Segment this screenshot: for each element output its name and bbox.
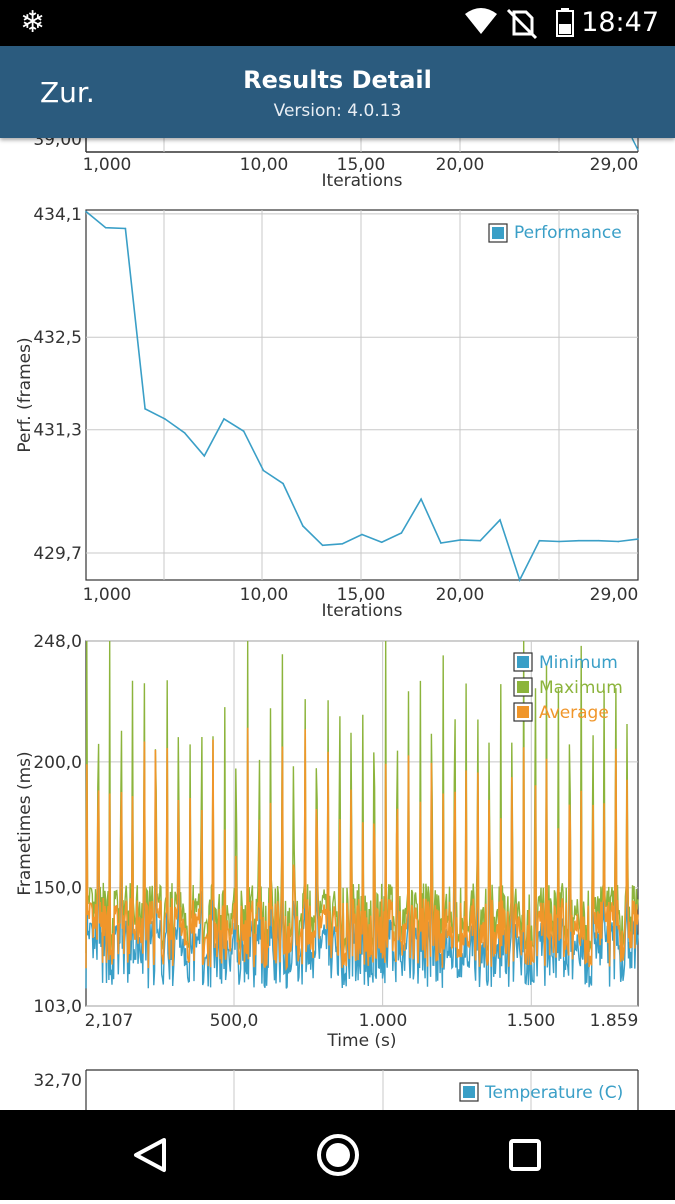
- chart2-x-tick-label: 15,00: [337, 585, 386, 605]
- chart3-legend-swatch: [517, 656, 529, 668]
- chart3-legend-minimum: Minimum: [539, 653, 618, 673]
- chart2-data-point: [144, 408, 146, 410]
- chart1-x-axis-label: Iterations: [322, 171, 403, 191]
- chart3-legend-swatch: [517, 706, 529, 718]
- chart3-x-tick-label: 500,0: [210, 1011, 259, 1031]
- chart3-x-tick-label: 1.859: [590, 1011, 639, 1031]
- chart2-x-tick-label: 29,00: [590, 585, 639, 605]
- results-content[interactable]: 1,000 10,00 15,00 20,00 29,00 Iterations 39,00…: [0, 138, 675, 1110]
- chart2-data-point: [637, 538, 639, 540]
- home-circle-icon[interactable]: [317, 1134, 359, 1176]
- status-time: 18:47: [581, 7, 659, 38]
- chart3-y-axis-label: Frametimes (ms): [15, 751, 35, 895]
- chart1-x-tick-label: 15,00: [337, 155, 386, 175]
- chart3-x-axis-label: Time (s): [326, 1031, 396, 1051]
- status-icons: [465, 8, 574, 40]
- chart2-y-tick-label: 431,3: [33, 421, 82, 441]
- chart2-data-point: [183, 432, 186, 434]
- chart2-data-point: [302, 525, 304, 527]
- chart3-series-average: [85, 727, 639, 972]
- chart2-data-point: [558, 540, 560, 543]
- chart2-data-point: [420, 498, 422, 500]
- chart3-y-tick-label: 150,0: [33, 879, 82, 899]
- chart2-y-axis-label: Perf. (frames): [15, 337, 35, 452]
- chart2-y-tick-label: 434,1: [33, 205, 82, 225]
- chart2-data-point: [203, 455, 206, 457]
- chart2-data-point: [518, 579, 521, 581]
- chart2-legend-swatch: [492, 227, 504, 239]
- chart2-data-point: [242, 430, 245, 433]
- chart2-data-point: [459, 539, 462, 541]
- chart1-x-tick-label: 1,000: [83, 155, 132, 175]
- chart3-y-tick-label: 103,0: [33, 997, 82, 1017]
- charts-canvas: 1,000 10,00 15,00 20,00 29,00 Iterations 39,00…: [15, 138, 639, 1110]
- version-subtitle: Version: 4.0.13: [273, 101, 402, 121]
- chart2-x-tick-label: 20,00: [436, 585, 485, 605]
- chart2-data-point: [361, 533, 363, 536]
- chart2-data-point: [85, 210, 87, 213]
- chart4-y-tick-label: 32,70: [33, 1071, 82, 1091]
- back-button[interactable]: Zur.: [40, 76, 95, 109]
- chart3-x-tick-label: 1.000: [359, 1011, 408, 1031]
- chart2-data-point: [400, 532, 403, 534]
- app-bar: Zur. Results Detail Version: 4.0.13: [0, 46, 675, 138]
- page-title: Results Detail: [243, 66, 432, 94]
- chart3-x-tick-label: 1.500: [507, 1011, 556, 1031]
- back-triangle-icon[interactable]: [134, 1138, 166, 1172]
- chart1-x-tick-label: 29,00: [590, 155, 639, 175]
- chart2-data-point: [617, 540, 620, 543]
- chart2-data-point: [164, 418, 166, 420]
- chart2-data-point: [321, 544, 324, 547]
- chart2-data-point: [341, 543, 344, 545]
- chart1-x-tick-label: 20,00: [436, 155, 485, 175]
- no-sim-icon: [506, 8, 538, 40]
- chart2-data-point: [440, 542, 442, 544]
- chart1-y-tick-label: 39,00: [33, 138, 82, 150]
- chart2-data-point: [104, 226, 107, 229]
- chart2-data-point: [578, 539, 580, 542]
- chart3-y-tick-label: 200,0: [33, 753, 82, 773]
- chart1-x-tick-label: 10,00: [240, 155, 289, 175]
- chart3-legend-average: Average: [539, 703, 609, 723]
- chart2-y-tick-label: 432,5: [33, 328, 82, 348]
- chart2-x-tick-label: 1,000: [83, 585, 132, 605]
- chart4-legend-swatch: [463, 1086, 475, 1098]
- status-bar: ❄ 18:47: [0, 0, 675, 46]
- chart2-data-point: [479, 539, 482, 542]
- navigation-bar: [0, 1110, 675, 1200]
- chart2-x-tick-label: 10,00: [240, 585, 289, 605]
- chart1-series-line: [631, 138, 639, 151]
- snowflake-icon: ❄: [20, 5, 46, 40]
- chart3-legend-maximum: Maximum: [539, 678, 623, 698]
- chart2-data-point: [538, 539, 541, 542]
- battery-icon: [556, 8, 574, 37]
- chart2-data-point: [597, 539, 600, 542]
- chart2-data-point: [282, 482, 284, 485]
- chart4-legend-temperature: Temperature (C): [484, 1083, 623, 1103]
- chart2-data-point: [499, 519, 501, 521]
- chart2-data-point: [262, 469, 265, 472]
- chart3-x-tick-label: 2,107: [85, 1011, 134, 1031]
- wifi-icon: [465, 8, 497, 34]
- chart2-data-point: [124, 227, 127, 230]
- chart2-data-point: [223, 418, 225, 420]
- chart2-y-tick-label: 429,7: [33, 544, 82, 564]
- chart2-legend-performance: Performance: [514, 223, 622, 243]
- chart3-y-tick-label: 248,0: [33, 632, 82, 652]
- chart2-plot-area: [85, 209, 639, 581]
- chart2-x-axis-label: Iterations: [322, 601, 403, 621]
- chart3-legend-swatch: [517, 681, 529, 693]
- chart2-data-point: [380, 541, 383, 543]
- recents-square-icon[interactable]: [509, 1139, 541, 1171]
